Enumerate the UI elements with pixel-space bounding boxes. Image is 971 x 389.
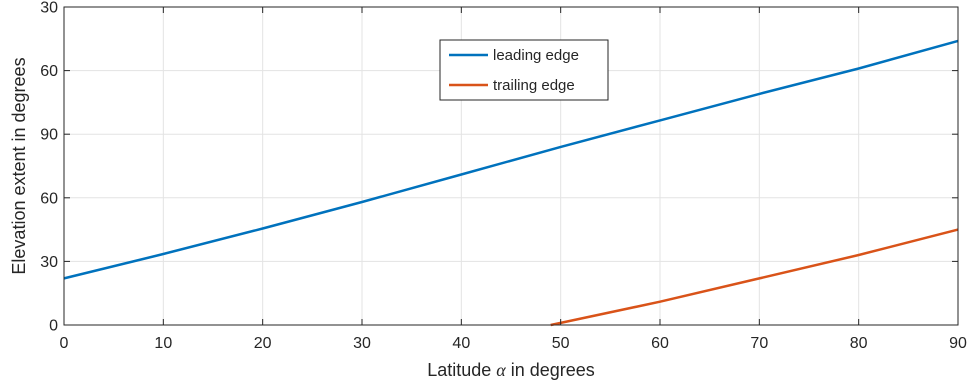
grid [64,7,958,325]
legend-box [439,39,609,101]
series-line-leading-edge [63,39,959,280]
x-tick-label: 30 [353,335,371,352]
x-tick-label: 10 [154,335,172,352]
series-line-trailing-edge [550,228,959,327]
y-tick-label: 0 [49,318,58,335]
legend-label-leading-edge: leading edge [493,47,579,64]
series-layer [63,39,959,327]
x-tick-label: 90 [949,335,967,352]
y-tick-label: 30 [40,0,58,17]
legend-label-trailing-edge: trailing edge [493,77,575,94]
ticks: 0 10 20 30 40 50 60 70 80 90 0 30 60 90 60 30 [40,0,967,352]
x-tick-label: 0 [60,335,69,352]
x-tick-label: 60 [651,335,669,352]
x-axis-label-text: Latitude [427,360,491,380]
x-axis-label-suffix: in degrees [511,360,595,380]
y-tick-label: 60 [40,190,58,207]
y-axis-label: Elevation extent in degrees [9,57,29,274]
x-tick-label: 70 [750,335,768,352]
y-tick-label: 60 [40,63,58,80]
x-tick-label: 80 [850,335,868,352]
y-tick-label: 30 [40,254,58,271]
plot-frame [63,6,959,326]
x-tick-label: 40 [452,335,470,352]
x-tick-label: 50 [552,335,570,352]
x-axis-symbol: α [496,360,506,380]
x-axis-label: Latitude α in degrees [427,360,595,380]
x-tick-label: 20 [254,335,272,352]
legend: leading edge trailing edge [439,39,609,101]
y-tick-label: 90 [40,127,58,144]
